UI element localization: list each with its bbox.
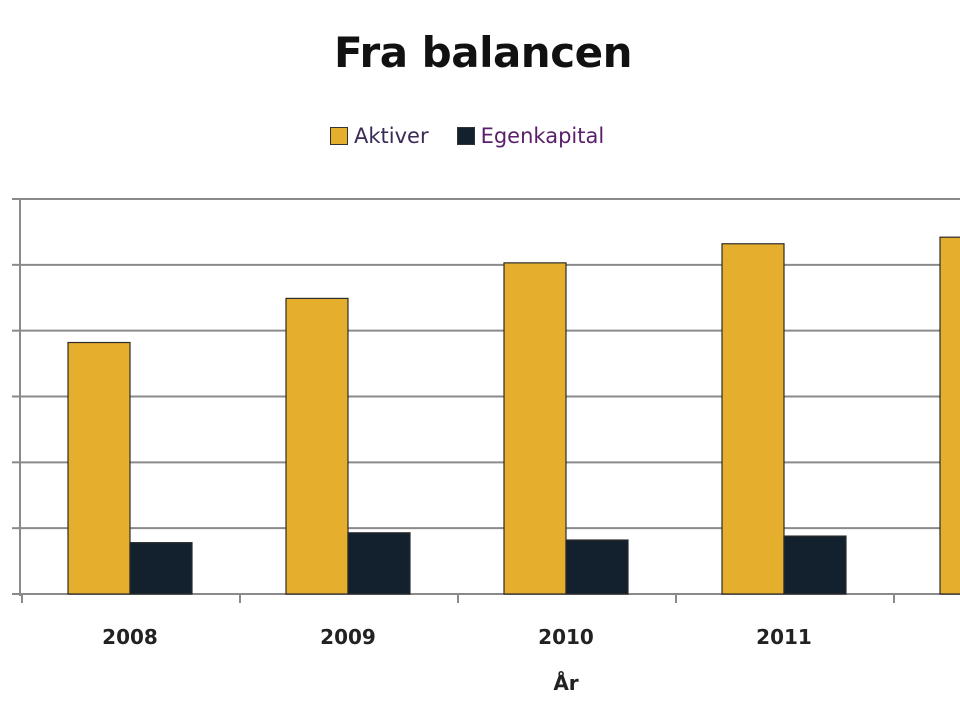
- x-tick-label-2009: 2009: [320, 625, 376, 649]
- legend: Aktiver Egenkapital: [330, 124, 632, 148]
- x-tick-label-2010: 2010: [538, 625, 594, 649]
- chart-title: Fra balancen: [333, 28, 633, 77]
- bar-aktiver-2010: [503, 262, 567, 595]
- bar-egenkapital-2009: [347, 532, 411, 595]
- bar-aktiver-2012: [939, 236, 960, 595]
- bar-egenkapital-2008: [129, 542, 193, 595]
- bar-aktiver-2011: [721, 243, 785, 595]
- bar-egenkapital-2010: [565, 539, 629, 595]
- x-axis-title: År: [553, 671, 578, 695]
- x-tick-label-2008: 2008: [102, 625, 158, 649]
- bars: [67, 236, 960, 595]
- legend-item-egenkapital: Egenkapital: [456, 124, 605, 148]
- legend-label-egenkapital: Egenkapital: [480, 124, 605, 148]
- legend-item-aktiver: Aktiver: [330, 124, 429, 148]
- legend-swatch-egenkapital: [456, 127, 475, 145]
- legend-swatch-aktiver: [330, 127, 348, 145]
- bar-egenkapital-2011: [783, 535, 847, 595]
- legend-label-aktiver: Aktiver: [354, 124, 429, 148]
- bar-aktiver-2008: [67, 341, 131, 595]
- bar-aktiver-2009: [285, 297, 349, 595]
- x-tick-label-2011: 2011: [756, 625, 812, 649]
- x-tick-labels: 2008 2009 2010 2011: [102, 625, 812, 649]
- grid-lines: [20, 198, 960, 530]
